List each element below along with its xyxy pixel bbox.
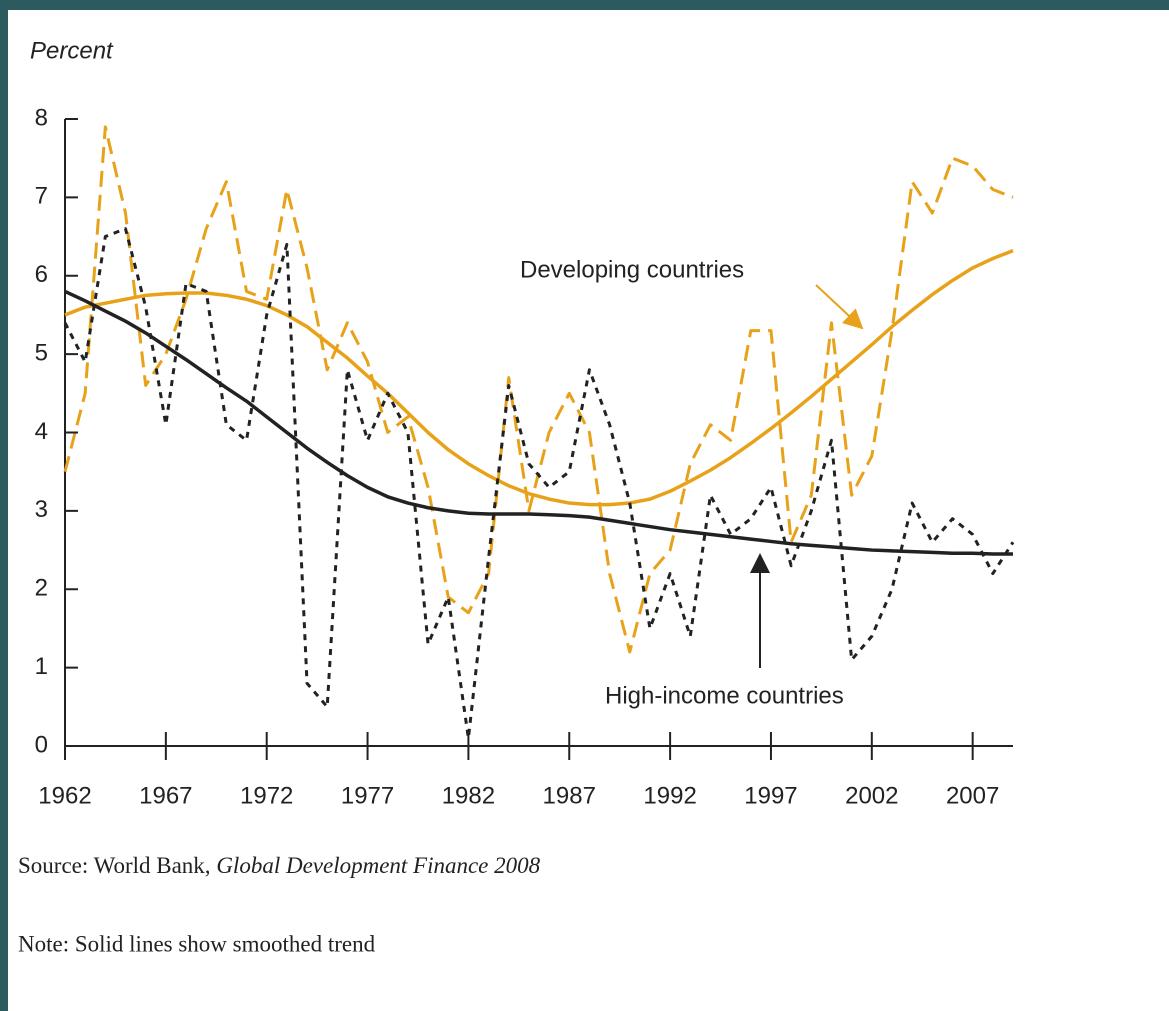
y-axis-title: Percent	[30, 37, 114, 64]
x-tick-label: 2002	[845, 782, 898, 809]
x-tick-label: 1972	[240, 782, 293, 809]
y-tick-label: 2	[35, 575, 48, 602]
x-tick-label: 1992	[643, 782, 696, 809]
x-tick-label: 1977	[341, 782, 394, 809]
source-title: Global Development Finance 2008	[216, 853, 540, 878]
x-tick-label: 1962	[38, 782, 91, 809]
y-tick-label: 4	[35, 418, 48, 445]
source: Source: World Bank, Global Development F…	[18, 853, 541, 878]
series-line	[63, 125, 1014, 654]
x-tick-label: 2007	[946, 782, 999, 809]
series-line	[63, 227, 1015, 740]
y-tick-label: 6	[35, 261, 48, 288]
note: Note: Solid lines show smoothed trend	[18, 931, 376, 956]
x-tick-label: 1967	[139, 782, 192, 809]
y-tick-label: 8	[35, 104, 48, 131]
annotation: High-income countries	[605, 682, 844, 709]
plot	[63, 125, 1015, 740]
source-text: Source: World Bank,	[18, 853, 211, 878]
x-tick-label: 1997	[744, 782, 797, 809]
annotation: Developing countries	[520, 256, 744, 283]
annotation-arrow	[815, 284, 864, 330]
series-line	[64, 249, 1014, 507]
y-tick-label: 3	[35, 496, 48, 523]
y-tick-label: 5	[35, 339, 48, 366]
y-tick-label: 0	[35, 731, 48, 758]
series-line	[64, 289, 1013, 556]
y-tick-label: 7	[35, 183, 48, 210]
x-tick-label: 1982	[442, 782, 495, 809]
x-tick-label: 1987	[543, 782, 596, 809]
y-tick-label: 1	[35, 653, 48, 680]
sheet	[8, 10, 1169, 1011]
